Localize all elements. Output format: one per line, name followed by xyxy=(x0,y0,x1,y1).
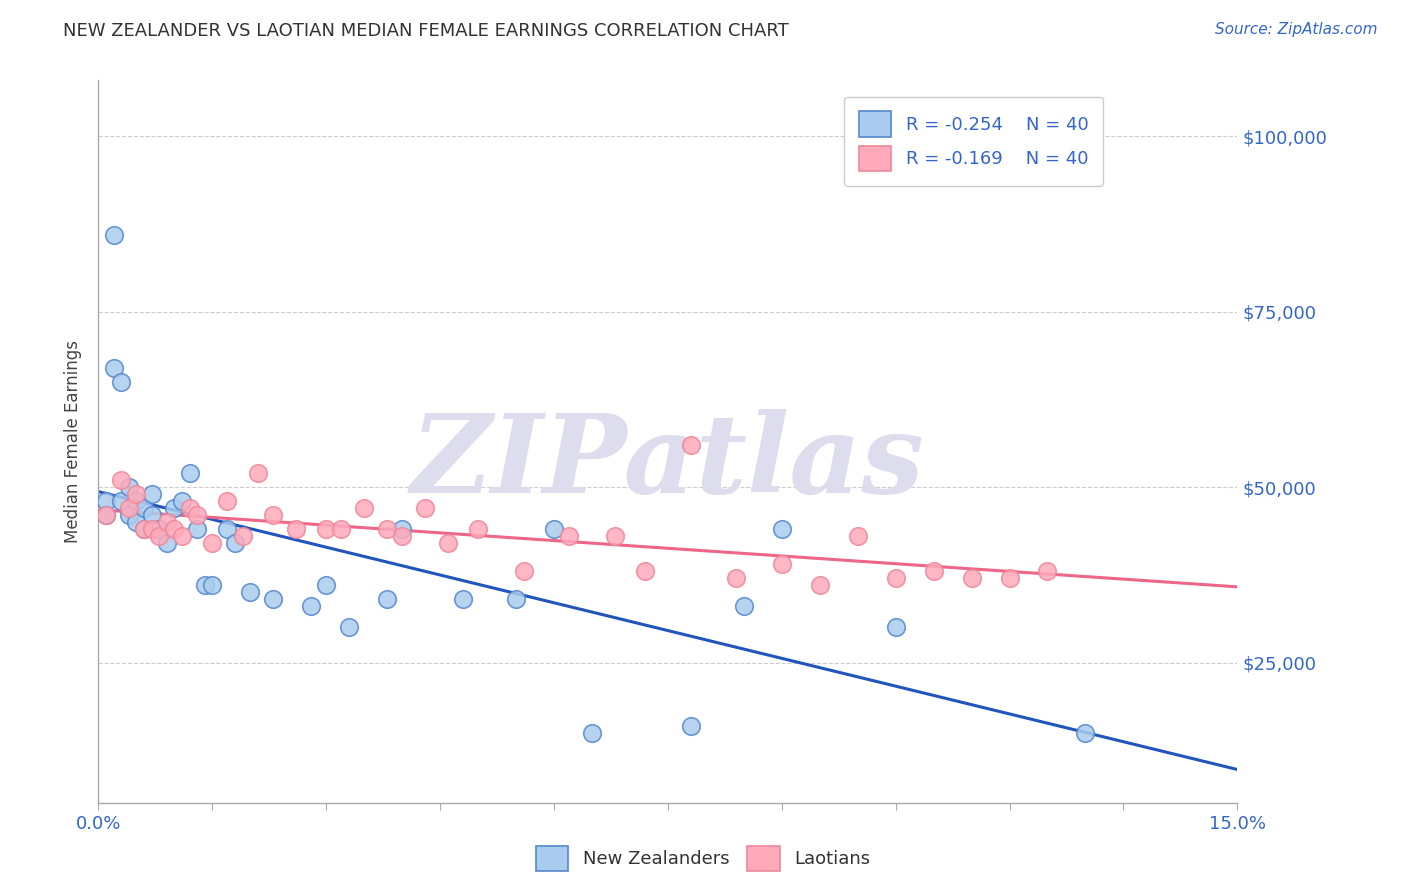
Point xyxy=(543,522,565,536)
Point xyxy=(186,508,208,523)
Point xyxy=(436,536,458,550)
Point xyxy=(960,571,983,585)
Point xyxy=(375,522,398,536)
Point xyxy=(315,522,337,536)
Point xyxy=(201,536,224,550)
Point xyxy=(125,515,148,529)
Point xyxy=(163,522,186,536)
Point xyxy=(413,501,436,516)
Point xyxy=(634,564,657,578)
Point xyxy=(103,360,125,375)
Point xyxy=(118,480,141,494)
Point xyxy=(375,592,398,607)
Text: Source: ZipAtlas.com: Source: ZipAtlas.com xyxy=(1215,22,1378,37)
Point xyxy=(118,508,141,523)
Point xyxy=(170,529,193,543)
Point xyxy=(217,494,239,508)
Point xyxy=(110,375,132,389)
Point xyxy=(679,718,702,732)
Point xyxy=(132,522,155,536)
Point xyxy=(224,536,246,550)
Point xyxy=(103,227,125,242)
Point xyxy=(201,578,224,592)
Point xyxy=(232,529,254,543)
Point xyxy=(884,571,907,585)
Point xyxy=(179,501,201,516)
Point xyxy=(125,494,148,508)
Point xyxy=(467,522,489,536)
Point xyxy=(922,564,945,578)
Point xyxy=(118,501,141,516)
Point xyxy=(141,508,163,523)
Point xyxy=(581,725,603,739)
Point xyxy=(1036,564,1059,578)
Point xyxy=(770,522,793,536)
Point xyxy=(94,508,117,523)
Legend: R = -0.254    N = 40, R = -0.169    N = 40: R = -0.254 N = 40, R = -0.169 N = 40 xyxy=(845,96,1102,186)
Point xyxy=(148,522,170,536)
Point xyxy=(1074,725,1097,739)
Point xyxy=(194,578,217,592)
Point xyxy=(733,599,755,614)
Text: NEW ZEALANDER VS LAOTIAN MEDIAN FEMALE EARNINGS CORRELATION CHART: NEW ZEALANDER VS LAOTIAN MEDIAN FEMALE E… xyxy=(63,22,789,40)
Point xyxy=(148,529,170,543)
Point xyxy=(132,501,155,516)
Point xyxy=(353,501,375,516)
Point xyxy=(284,522,307,536)
Legend: New Zealanders, Laotians: New Zealanders, Laotians xyxy=(529,838,877,879)
Point xyxy=(125,487,148,501)
Point xyxy=(315,578,337,592)
Point xyxy=(330,522,353,536)
Point xyxy=(110,473,132,487)
Point xyxy=(94,508,117,523)
Point xyxy=(451,592,474,607)
Point xyxy=(141,487,163,501)
Point xyxy=(132,522,155,536)
Point xyxy=(808,578,831,592)
Point xyxy=(512,564,534,578)
Y-axis label: Median Female Earnings: Median Female Earnings xyxy=(65,340,83,543)
Point xyxy=(998,571,1021,585)
Point xyxy=(391,522,413,536)
Point xyxy=(156,515,179,529)
Point xyxy=(141,522,163,536)
Point xyxy=(770,558,793,572)
Point xyxy=(217,522,239,536)
Point xyxy=(846,529,869,543)
Point xyxy=(179,466,201,480)
Point xyxy=(94,494,117,508)
Text: ZIPatlas: ZIPatlas xyxy=(411,409,925,517)
Point xyxy=(170,494,193,508)
Point xyxy=(337,620,360,634)
Point xyxy=(186,522,208,536)
Point xyxy=(505,592,527,607)
Point xyxy=(558,529,581,543)
Point xyxy=(391,529,413,543)
Point xyxy=(262,592,284,607)
Point xyxy=(679,438,702,452)
Point xyxy=(246,466,269,480)
Point xyxy=(262,508,284,523)
Point xyxy=(110,494,132,508)
Point xyxy=(299,599,322,614)
Point xyxy=(156,536,179,550)
Point xyxy=(725,571,748,585)
Point xyxy=(603,529,626,543)
Point xyxy=(163,501,186,516)
Point xyxy=(239,585,262,599)
Point xyxy=(884,620,907,634)
